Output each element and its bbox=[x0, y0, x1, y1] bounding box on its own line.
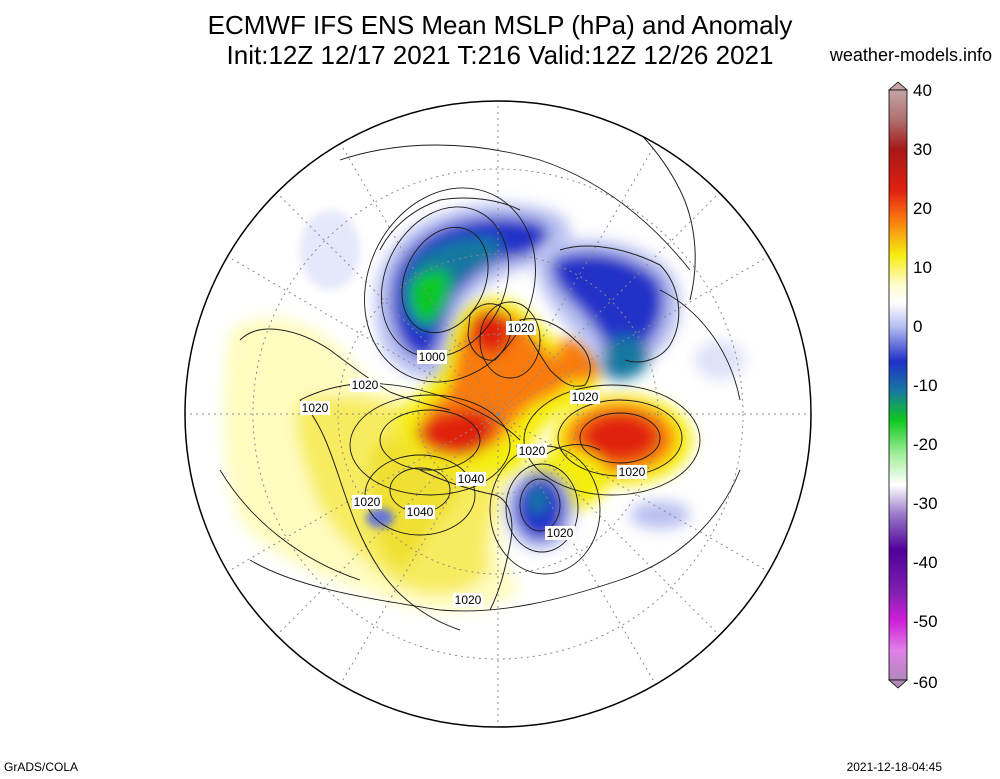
atlantic-negative-anomaly bbox=[375, 203, 571, 379]
colorbar-tick-label: -60 bbox=[913, 673, 938, 692]
svg-text:1020: 1020 bbox=[572, 390, 599, 404]
colorbar-top-arrow bbox=[887, 81, 909, 91]
software-label: GrADS/COLA bbox=[4, 760, 79, 774]
arctic-ridge-anomaly bbox=[399, 298, 605, 475]
colorbar-tick-label: -50 bbox=[913, 612, 938, 631]
svg-text:1000: 1000 bbox=[419, 350, 446, 364]
svg-text:1020: 1020 bbox=[508, 321, 535, 335]
colorbar-tick-label: -20 bbox=[913, 435, 938, 454]
coastlines bbox=[239, 101, 696, 631]
contour-label: 1040 bbox=[405, 505, 435, 519]
colorbar-bottom-arrow bbox=[887, 679, 909, 689]
anomaly-field: 1020 1000 1020 1020 1020 1020 bbox=[185, 101, 811, 727]
colorbar-tick-label: -30 bbox=[913, 494, 938, 513]
colorbar-tick-label: 20 bbox=[913, 199, 932, 218]
timestamp-label: 2021-12-18-04:45 bbox=[846, 760, 942, 774]
svg-text:1020: 1020 bbox=[619, 465, 646, 479]
contour-label: 1020 bbox=[352, 495, 382, 509]
colorbar-tick-label: -40 bbox=[913, 553, 938, 572]
contour-label: 1000 bbox=[417, 350, 447, 364]
contour-label: 1020 bbox=[350, 378, 380, 392]
contour-label: 1040 bbox=[456, 472, 486, 486]
canada-negative-anomaly bbox=[535, 239, 681, 380]
colorbar-tick-label: 0 bbox=[913, 317, 922, 336]
globe-outline bbox=[184, 100, 812, 728]
svg-text:1020: 1020 bbox=[547, 526, 574, 540]
svg-text:1020: 1020 bbox=[455, 593, 482, 607]
svg-text:1020: 1020 bbox=[302, 401, 329, 415]
contour-label: 1020 bbox=[570, 390, 600, 404]
svg-text:1020: 1020 bbox=[519, 444, 546, 458]
svg-text:1020: 1020 bbox=[354, 495, 381, 509]
site-label: weather-models.info bbox=[829, 45, 992, 65]
svg-text:1020: 1020 bbox=[352, 378, 379, 392]
colorbar: 40 30 20 10 0 -10 -20 -30 -40 -50 -60 bbox=[887, 81, 938, 692]
colorbar-tick-label: 30 bbox=[913, 140, 932, 159]
contour-label: 1020 bbox=[300, 401, 330, 415]
contour-label: 1020 bbox=[617, 465, 647, 479]
svg-text:1040: 1040 bbox=[458, 472, 485, 486]
contour-label: 1020 bbox=[453, 593, 483, 607]
contour-label: 1020 bbox=[517, 444, 547, 458]
colorbar-ticks: 40 30 20 10 0 -10 -20 -30 -40 -50 -60 bbox=[913, 81, 938, 692]
contour-label: 1020 bbox=[545, 526, 575, 540]
colorbar-tick-label: -10 bbox=[913, 376, 938, 395]
minor-negative-anomalies bbox=[300, 210, 394, 528]
graticule bbox=[185, 101, 811, 727]
colorbar-bar bbox=[888, 89, 908, 681]
svg-text:1040: 1040 bbox=[407, 505, 434, 519]
colorbar-tick-label: 40 bbox=[913, 81, 932, 100]
contour-label: 1020 bbox=[506, 321, 536, 335]
contour-label-group: 1020 1000 1020 1020 1020 1020 bbox=[300, 321, 647, 607]
colorbar-tick-label: 10 bbox=[913, 258, 932, 277]
